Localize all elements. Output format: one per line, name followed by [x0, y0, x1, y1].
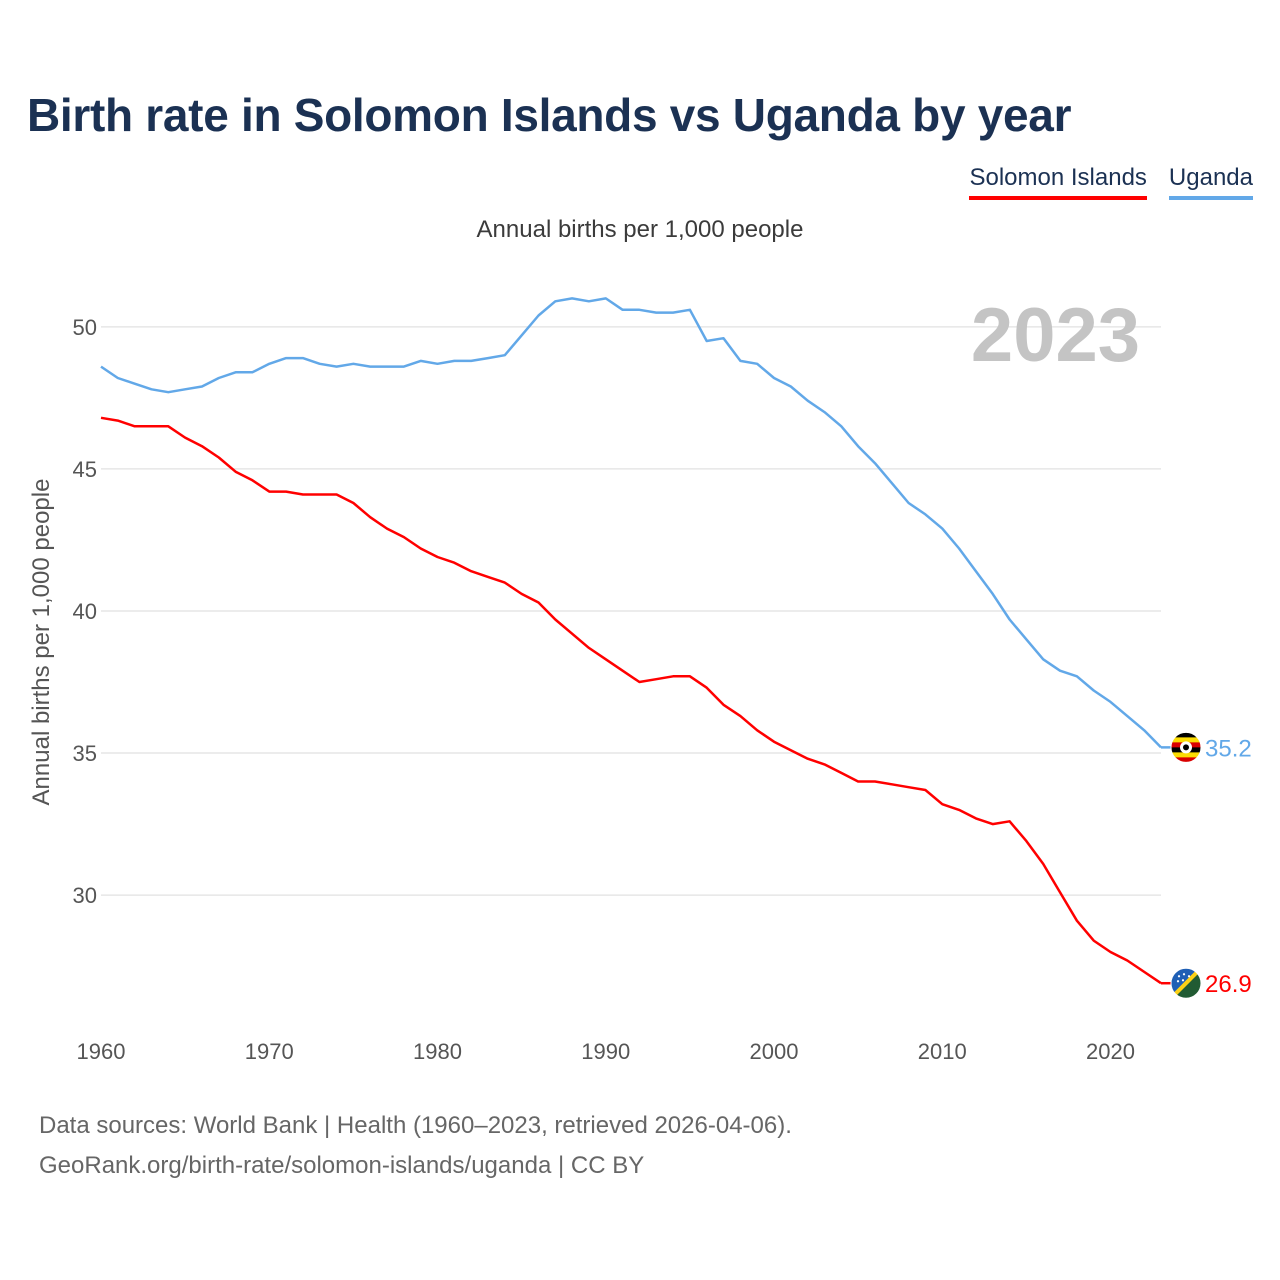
- end-labels: 26.9 35.2: [1205, 735, 1252, 998]
- x-tick-label: 1980: [413, 1039, 462, 1064]
- solomon-islands-flag-icon: [1170, 967, 1202, 999]
- footer-source: Data sources: World Bank | Health (1960–…: [39, 1112, 792, 1139]
- footer-attribution[interactable]: GeoRank.org/birth-rate/solomon-islands/u…: [39, 1152, 645, 1179]
- end-flags: [1170, 731, 1202, 999]
- series-line-uganda[interactable]: [100, 297, 1162, 749]
- footer: Data sources: World Bank | Health (1960–…: [39, 1106, 792, 1186]
- legend: Solomon Islands Uganda: [969, 164, 1253, 200]
- uganda-flag-icon: [1170, 731, 1202, 763]
- end-value-label: 26.9: [1205, 971, 1252, 998]
- y-axis-ticks: 30 35 40 45 50: [73, 315, 97, 908]
- end-value-label: 35.2: [1205, 735, 1252, 762]
- x-tick-label: 2020: [1086, 1039, 1135, 1064]
- series-line-solomon-islands[interactable]: [100, 416, 1162, 985]
- chart-title: Birth rate in Solomon Islands vs Uganda …: [27, 89, 1072, 141]
- legend-item-uganda[interactable]: Uganda: [1168, 164, 1253, 200]
- y-tick-label: 35: [73, 741, 97, 766]
- chart-subtitle: Annual births per 1,000 people: [476, 216, 804, 243]
- gridlines: [101, 326, 1161, 896]
- x-tick-label: 1970: [245, 1039, 294, 1064]
- x-tick-label: 1960: [77, 1039, 126, 1064]
- series-lines: [100, 297, 1172, 985]
- x-tick-label: 2000: [750, 1039, 799, 1064]
- x-tick-label: 1990: [581, 1039, 630, 1064]
- current-year-label: 2023: [971, 293, 1140, 378]
- y-tick-label: 45: [73, 457, 97, 482]
- x-axis-ticks: 1960 1970 1980 1990 2000 2010 2020: [77, 1039, 1135, 1064]
- y-tick-label: 50: [73, 315, 97, 340]
- y-tick-label: 40: [73, 599, 97, 624]
- x-tick-label: 2010: [918, 1039, 967, 1064]
- legend-item-solomon-islands[interactable]: Solomon Islands: [969, 164, 1147, 200]
- y-tick-label: 30: [73, 883, 97, 908]
